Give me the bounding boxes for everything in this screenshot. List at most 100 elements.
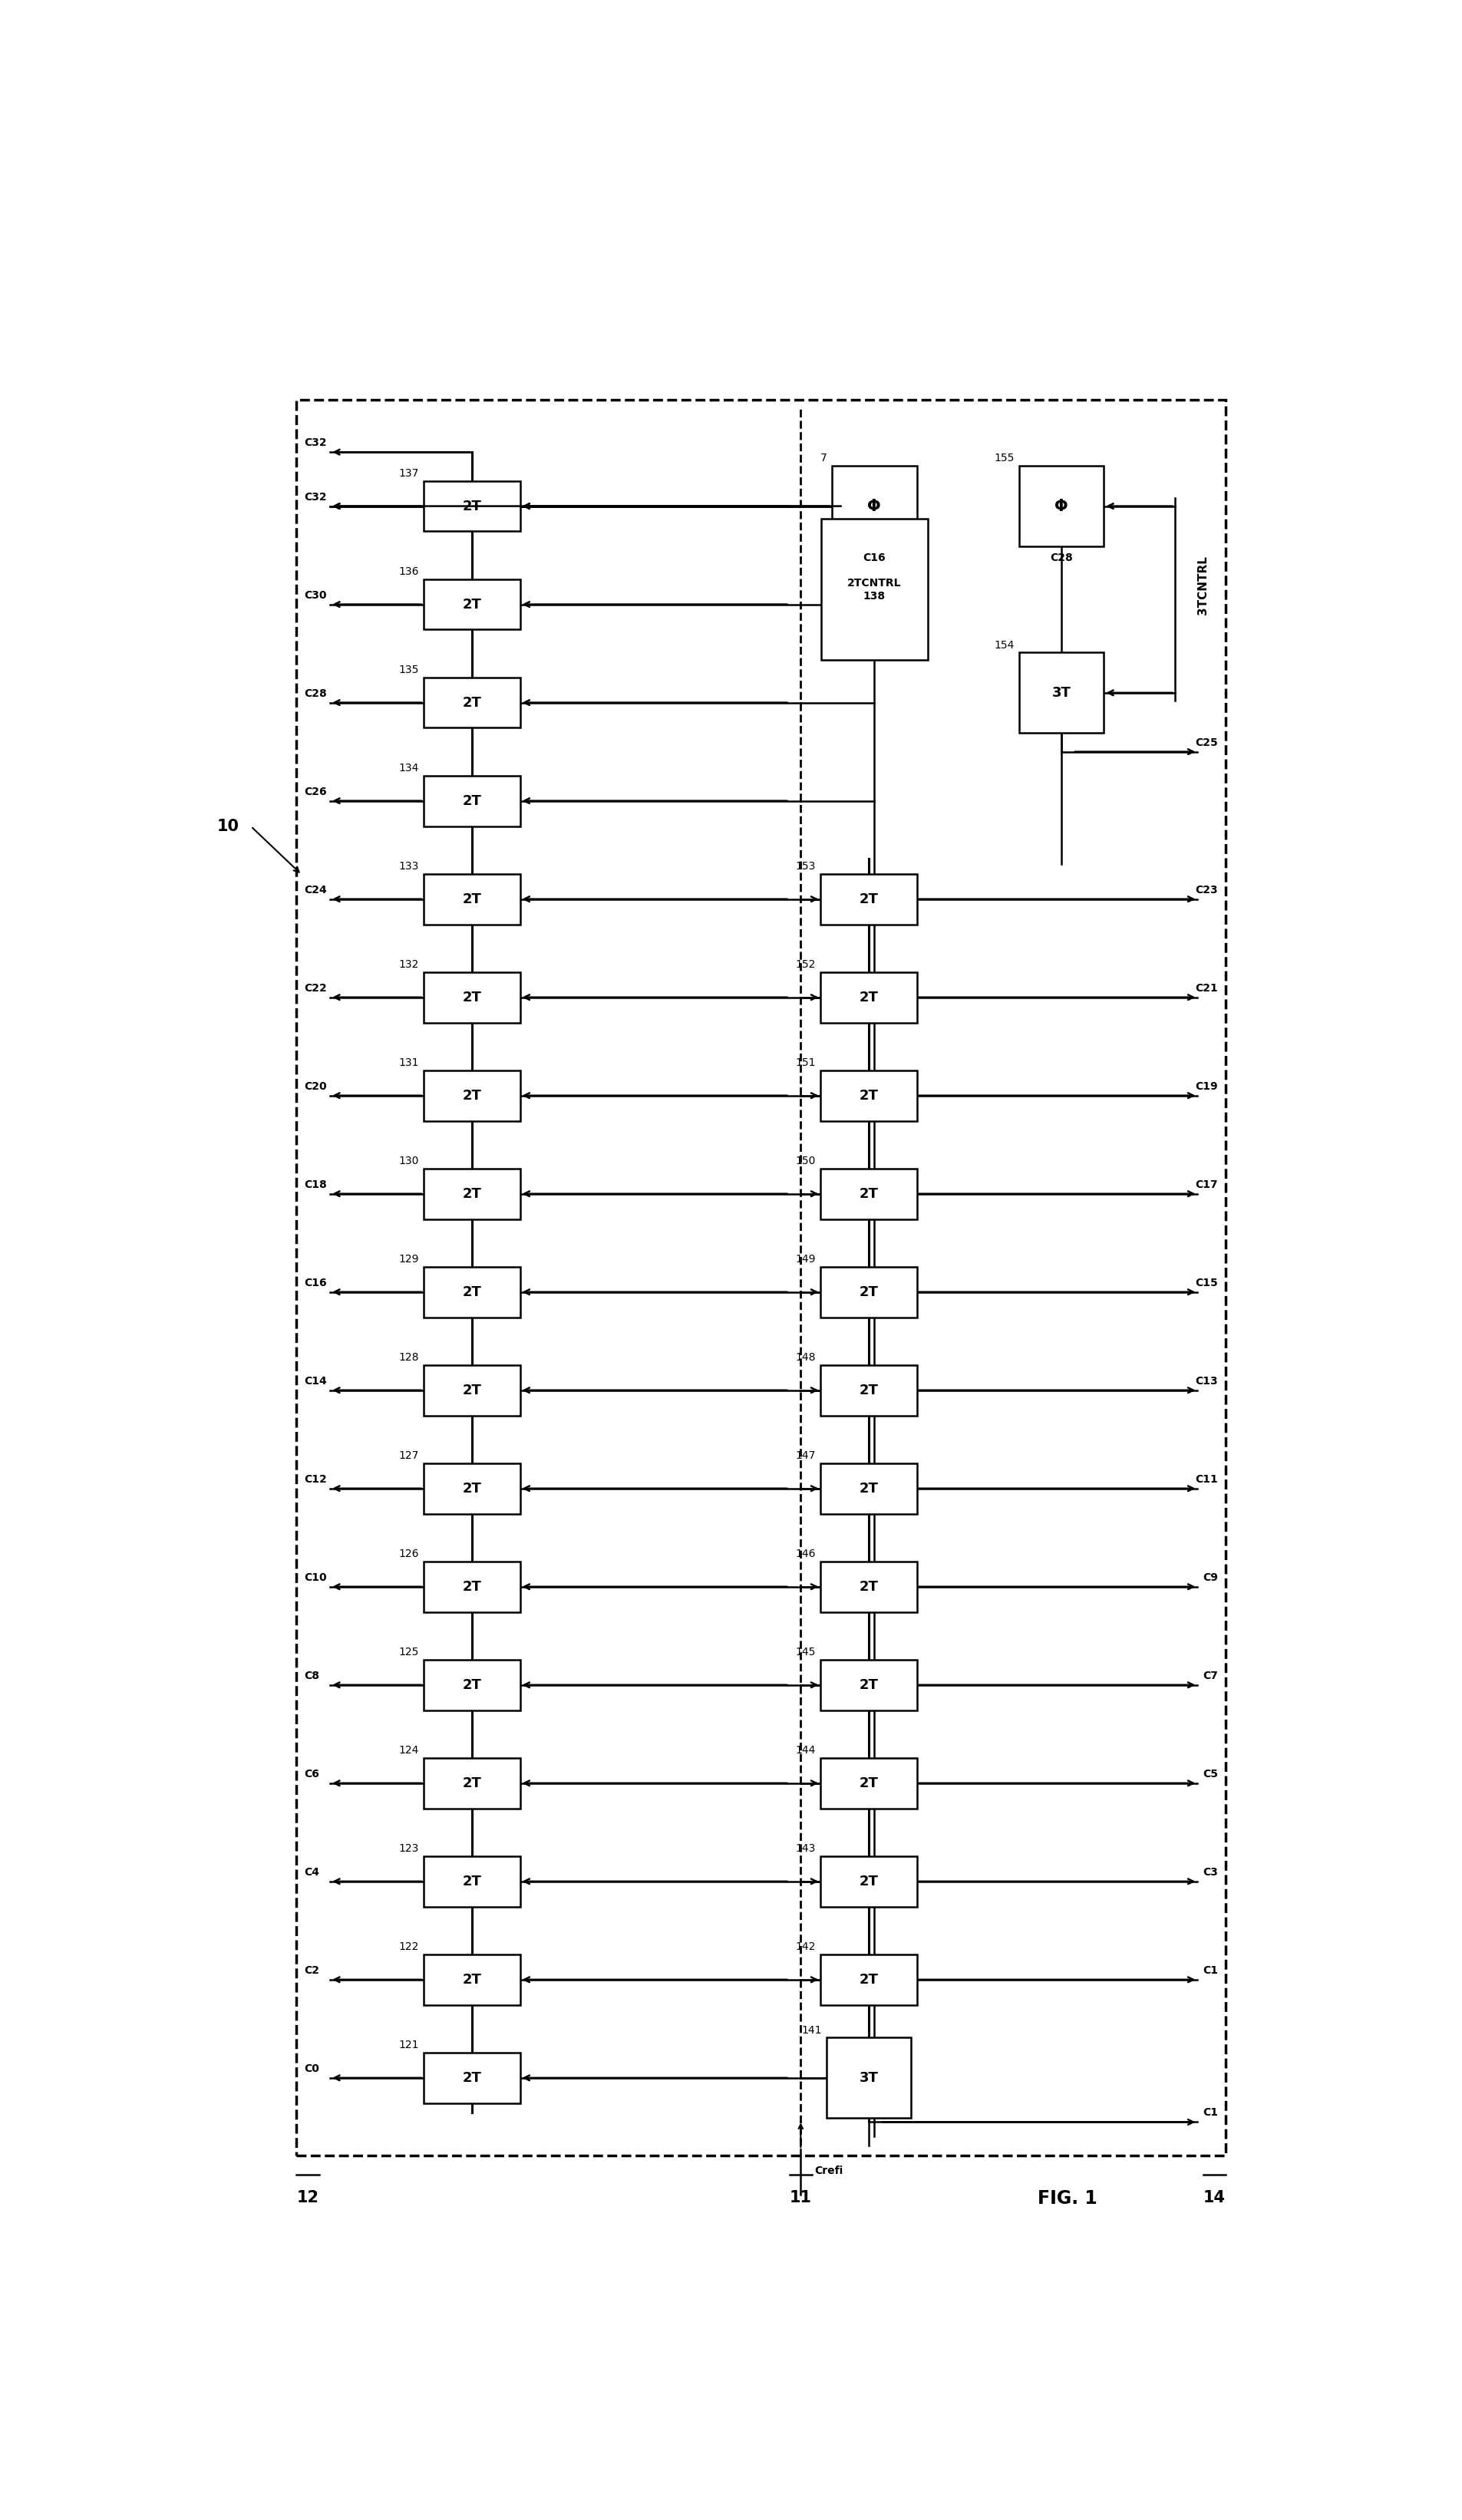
Text: 121: 121 bbox=[399, 2041, 420, 2051]
Text: C11: C11 bbox=[1194, 1474, 1218, 1484]
Text: C21: C21 bbox=[1194, 983, 1218, 993]
Text: 2T: 2T bbox=[858, 1875, 877, 1887]
Text: 2T: 2T bbox=[462, 1973, 481, 1986]
Text: C4: C4 bbox=[304, 1867, 319, 1877]
Text: 136: 136 bbox=[399, 567, 420, 577]
FancyBboxPatch shape bbox=[424, 1562, 520, 1613]
FancyBboxPatch shape bbox=[820, 1661, 917, 1711]
Text: C22: C22 bbox=[304, 983, 327, 993]
Text: C15: C15 bbox=[1194, 1278, 1218, 1288]
Text: C5: C5 bbox=[1202, 1769, 1218, 1779]
Text: 131: 131 bbox=[399, 1058, 420, 1068]
Text: C1: C1 bbox=[1202, 1966, 1218, 1976]
Text: 2TCNTRL
138: 2TCNTRL 138 bbox=[846, 577, 901, 602]
Text: C18: C18 bbox=[304, 1179, 327, 1189]
FancyBboxPatch shape bbox=[424, 776, 520, 827]
Text: 7: 7 bbox=[820, 454, 827, 464]
Text: C19: C19 bbox=[1194, 1081, 1218, 1091]
Text: 130: 130 bbox=[399, 1157, 420, 1167]
Text: 2T: 2T bbox=[462, 990, 481, 1003]
Text: 12: 12 bbox=[297, 2190, 319, 2205]
Text: 2T: 2T bbox=[462, 2071, 481, 2084]
Text: C14: C14 bbox=[304, 1376, 327, 1386]
Text: 146: 146 bbox=[795, 1550, 816, 1560]
Text: 122: 122 bbox=[399, 1943, 420, 1953]
Text: 2T: 2T bbox=[462, 597, 481, 612]
FancyBboxPatch shape bbox=[820, 973, 917, 1023]
Text: C6: C6 bbox=[304, 1769, 319, 1779]
FancyBboxPatch shape bbox=[424, 1268, 520, 1318]
Text: 152: 152 bbox=[795, 960, 816, 970]
Text: 144: 144 bbox=[795, 1746, 816, 1756]
Text: C24: C24 bbox=[304, 885, 327, 895]
Text: 14: 14 bbox=[1203, 2190, 1225, 2205]
Text: 150: 150 bbox=[795, 1157, 816, 1167]
FancyBboxPatch shape bbox=[832, 466, 917, 547]
Text: C13: C13 bbox=[1194, 1376, 1218, 1386]
FancyBboxPatch shape bbox=[424, 1071, 520, 1121]
Text: 127: 127 bbox=[399, 1452, 420, 1462]
FancyBboxPatch shape bbox=[820, 1857, 917, 1908]
FancyBboxPatch shape bbox=[820, 1169, 917, 1220]
FancyBboxPatch shape bbox=[424, 1464, 520, 1515]
FancyBboxPatch shape bbox=[424, 1759, 520, 1809]
Text: C28: C28 bbox=[1050, 552, 1072, 562]
FancyBboxPatch shape bbox=[424, 580, 520, 630]
FancyBboxPatch shape bbox=[820, 1956, 917, 2006]
Text: C30: C30 bbox=[304, 590, 326, 600]
FancyBboxPatch shape bbox=[820, 1464, 917, 1515]
FancyBboxPatch shape bbox=[424, 1661, 520, 1711]
Text: 145: 145 bbox=[795, 1648, 816, 1658]
FancyBboxPatch shape bbox=[424, 1366, 520, 1416]
FancyBboxPatch shape bbox=[424, 874, 520, 925]
FancyBboxPatch shape bbox=[820, 1071, 917, 1121]
Text: Φ: Φ bbox=[867, 499, 880, 514]
Text: Crefi: Crefi bbox=[814, 2165, 842, 2175]
Text: C20: C20 bbox=[304, 1081, 326, 1091]
Text: C12: C12 bbox=[304, 1474, 327, 1484]
FancyBboxPatch shape bbox=[424, 973, 520, 1023]
Text: C25: C25 bbox=[1194, 738, 1218, 748]
Text: 137: 137 bbox=[399, 469, 420, 479]
Text: 2T: 2T bbox=[462, 696, 481, 711]
Text: 147: 147 bbox=[795, 1452, 816, 1462]
Text: 2T: 2T bbox=[462, 1678, 481, 1691]
Text: C32: C32 bbox=[304, 438, 326, 449]
Text: 2T: 2T bbox=[462, 1777, 481, 1789]
FancyBboxPatch shape bbox=[424, 1956, 520, 2006]
FancyBboxPatch shape bbox=[820, 1366, 917, 1416]
Text: 2T: 2T bbox=[462, 892, 481, 907]
Text: 125: 125 bbox=[399, 1648, 420, 1658]
Text: 2T: 2T bbox=[462, 1089, 481, 1101]
Text: 2T: 2T bbox=[858, 1973, 877, 1986]
Text: 2T: 2T bbox=[858, 1777, 877, 1789]
Text: 2T: 2T bbox=[858, 1482, 877, 1494]
FancyBboxPatch shape bbox=[424, 2054, 520, 2104]
Text: 2T: 2T bbox=[858, 1187, 877, 1200]
Text: 2T: 2T bbox=[462, 1482, 481, 1494]
Text: 2T: 2T bbox=[462, 1187, 481, 1200]
FancyBboxPatch shape bbox=[820, 519, 927, 660]
Text: 10: 10 bbox=[216, 819, 240, 834]
Text: C28: C28 bbox=[304, 688, 327, 698]
Text: 134: 134 bbox=[399, 764, 420, 774]
FancyBboxPatch shape bbox=[820, 874, 917, 925]
Text: 2T: 2T bbox=[858, 892, 877, 907]
FancyBboxPatch shape bbox=[424, 1857, 520, 1908]
Text: 128: 128 bbox=[399, 1353, 420, 1363]
Text: 132: 132 bbox=[399, 960, 420, 970]
Text: 153: 153 bbox=[795, 862, 816, 872]
Text: C7: C7 bbox=[1202, 1671, 1218, 1681]
FancyBboxPatch shape bbox=[820, 1759, 917, 1809]
Text: C2: C2 bbox=[304, 1966, 319, 1976]
Text: 2T: 2T bbox=[858, 1580, 877, 1593]
Text: 2T: 2T bbox=[462, 1285, 481, 1298]
Text: C9: C9 bbox=[1202, 1572, 1218, 1583]
Text: 3T: 3T bbox=[858, 2071, 877, 2084]
FancyBboxPatch shape bbox=[424, 1169, 520, 1220]
Text: 3T: 3T bbox=[1051, 685, 1070, 701]
Text: 148: 148 bbox=[795, 1353, 816, 1363]
Text: 11: 11 bbox=[789, 2190, 811, 2205]
FancyBboxPatch shape bbox=[424, 678, 520, 728]
Text: 2T: 2T bbox=[858, 990, 877, 1003]
